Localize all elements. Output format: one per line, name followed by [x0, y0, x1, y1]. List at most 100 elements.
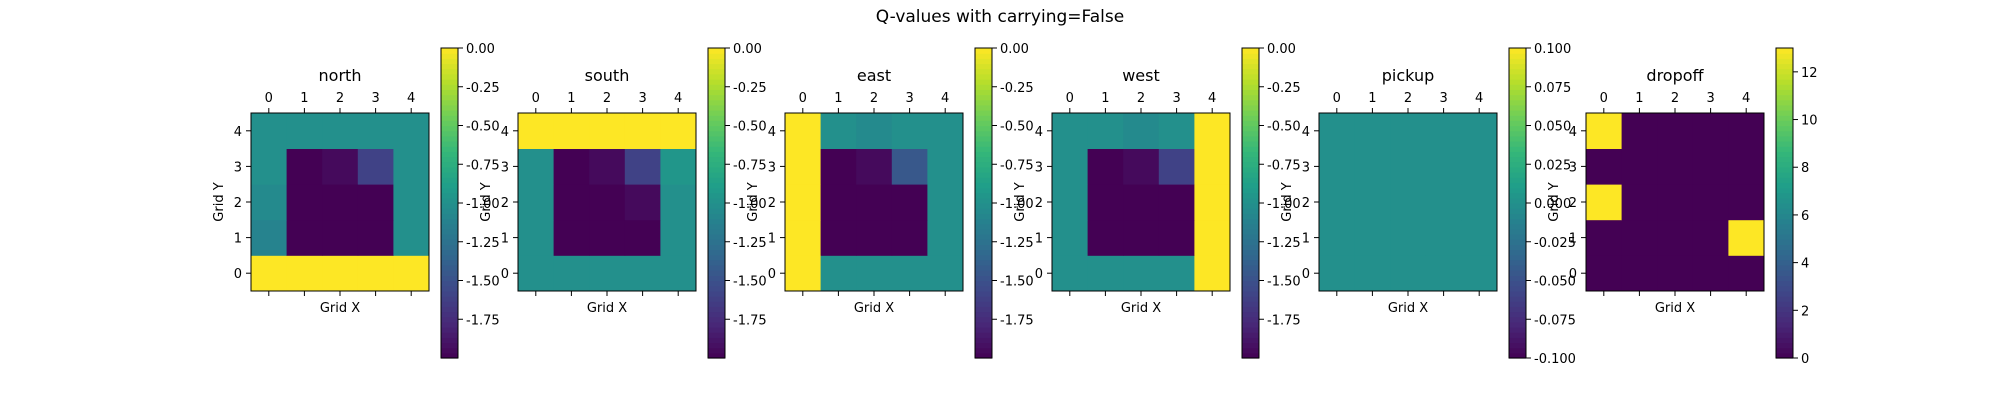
x-tick-label: 0 [1066, 91, 1074, 106]
y-tick-label: 2 [1302, 196, 1310, 211]
colorbar-segment [975, 254, 992, 261]
colorbar-segment [1509, 89, 1526, 96]
colorbar-segment [1242, 151, 1259, 158]
colorbar-segment [1509, 270, 1526, 276]
colorbar-segment [1242, 239, 1259, 245]
colorbar-segment [708, 332, 725, 338]
heatmap-cell [1052, 113, 1088, 149]
colorbar-segment [1776, 270, 1793, 276]
colorbar-segment [708, 99, 725, 106]
heatmap-cell [1194, 113, 1231, 149]
colorbar-segment [1776, 53, 1793, 59]
heatmap-cell [589, 184, 626, 221]
heatmap-cell [660, 184, 697, 221]
colorbar-segment [1776, 332, 1793, 338]
colorbar-segment [708, 296, 725, 302]
colorbar-segment [1776, 130, 1793, 137]
colorbar-segment [708, 352, 725, 359]
x-tick-label: 2 [870, 91, 878, 106]
colorbar-segment [1509, 79, 1526, 85]
heatmap-cell [553, 184, 590, 221]
heatmap-cell [518, 148, 554, 185]
colorbar-segment [975, 120, 992, 127]
colorbar-segment [1509, 58, 1526, 65]
heatmap-cell [589, 113, 626, 149]
colorbar-segment [708, 94, 725, 101]
x-tick-label: 1 [567, 91, 575, 106]
colorbar-segment [708, 125, 725, 132]
colorbar-tick-label: -0.25 [466, 81, 500, 96]
colorbar-segment [1776, 166, 1793, 173]
colorbar-segment [1776, 327, 1793, 333]
colorbar-segment [1509, 301, 1526, 307]
colorbar-segment [1242, 68, 1259, 75]
colorbar-segment [1242, 141, 1259, 147]
colorbar-segment [441, 290, 458, 297]
colorbar-segment [975, 228, 992, 235]
heatmap-cell [1194, 148, 1231, 185]
heatmap-cell [624, 184, 661, 221]
colorbar-tick-label: 0.050 [1534, 120, 1571, 135]
colorbar-segment [1242, 192, 1259, 199]
colorbar-tick-label: -1.00 [1267, 197, 1301, 212]
heatmap-cell [1390, 113, 1427, 149]
colorbar-tick-label: -0.75 [466, 158, 500, 173]
x-tick-label: 3 [1172, 91, 1180, 106]
heatmap-cell [820, 219, 857, 256]
colorbar-segment [1242, 89, 1259, 96]
colorbar-segment [1509, 352, 1526, 359]
colorbar-segment [1509, 161, 1526, 168]
colorbar-segment [708, 275, 725, 282]
colorbar-segment [1242, 48, 1259, 54]
colorbar-segment [1509, 342, 1526, 349]
colorbar-segment [708, 68, 725, 75]
colorbar-segment [975, 73, 992, 80]
colorbar-segment [975, 125, 992, 132]
heatmap-cell [589, 255, 626, 292]
colorbar-segment [441, 244, 458, 251]
colorbar-segment [1776, 177, 1793, 183]
colorbar-segment [708, 327, 725, 333]
colorbar-segment [708, 104, 725, 111]
colorbar-segment [1509, 130, 1526, 137]
colorbar-segment [708, 249, 725, 256]
colorbar-tick-label: -0.50 [1267, 120, 1301, 135]
colorbar-segment [441, 84, 458, 90]
colorbar-segment [975, 141, 992, 147]
colorbar-segment [1776, 63, 1793, 70]
y-tick-label: 1 [768, 232, 776, 247]
colorbar-segment [1776, 104, 1793, 111]
colorbar-segment [441, 141, 458, 147]
heatmap-cell [891, 255, 928, 292]
colorbar-segment [975, 352, 992, 359]
heatmap-cell [624, 148, 661, 185]
heatmap-cell [927, 184, 964, 221]
x-tick-label: 3 [1439, 91, 1447, 106]
colorbar-segment [441, 228, 458, 235]
colorbar-segment [1509, 125, 1526, 132]
colorbar-segment [1242, 94, 1259, 101]
colorbar-segment [441, 213, 458, 220]
colorbar-segment [975, 156, 992, 163]
subplot-title: south [585, 66, 630, 85]
colorbar-segment [975, 135, 992, 142]
heatmap-cell [1728, 148, 1765, 185]
colorbar-segment [708, 172, 725, 178]
heatmap-cell [518, 255, 554, 292]
colorbar-segment [1776, 141, 1793, 147]
colorbar-segment [1242, 254, 1259, 261]
colorbar-segment [1776, 223, 1793, 230]
heatmap-cell [1354, 219, 1391, 256]
colorbar-segment [441, 239, 458, 245]
colorbar-segment [1776, 73, 1793, 80]
colorbar-segment [975, 197, 992, 204]
colorbar-tick-label: 0 [1801, 352, 1809, 367]
colorbar-segment [1242, 197, 1259, 204]
x-tick-label: 2 [336, 91, 344, 106]
y-axis-label: Grid Y [212, 182, 227, 221]
colorbar-segment [1242, 172, 1259, 178]
colorbar-segment [708, 306, 725, 313]
colorbar-segment [441, 125, 458, 132]
heatmap-cell [357, 255, 394, 292]
colorbar-segment [708, 265, 725, 271]
